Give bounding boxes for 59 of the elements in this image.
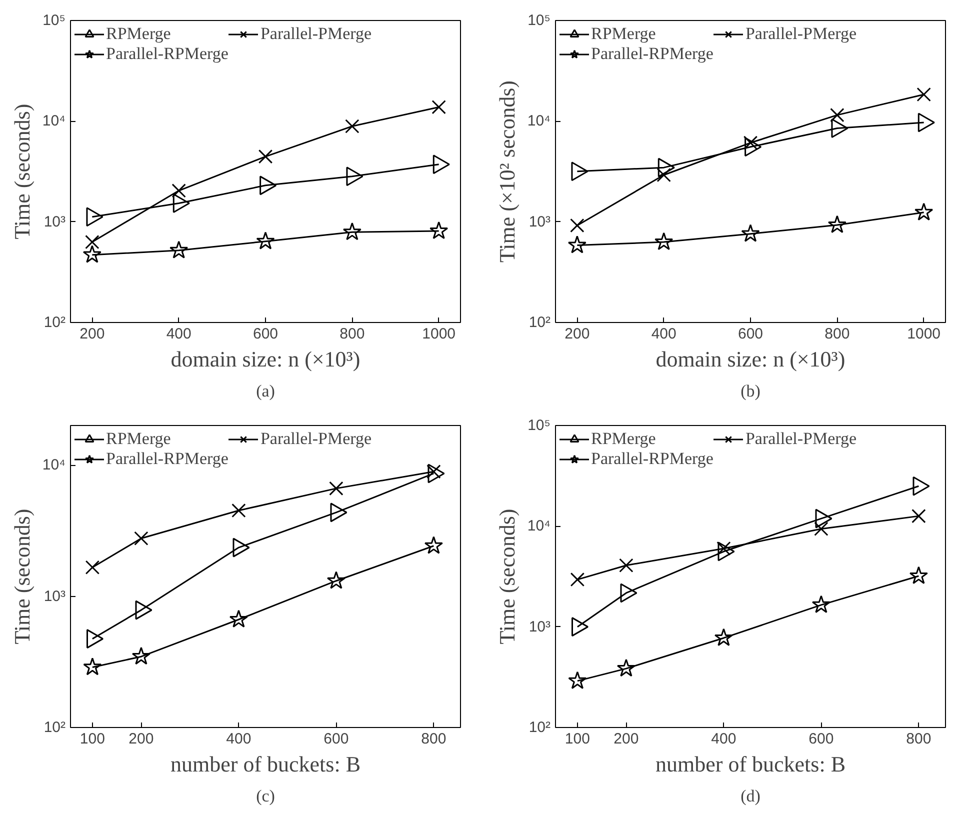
x-axis-title: domain size: n (×10³): [656, 346, 846, 372]
x-tick-label: 600: [324, 730, 349, 748]
x-tick-label: 200: [614, 730, 639, 748]
y-tick-label: 10³: [44, 588, 66, 605]
y-tick-label: 10⁵: [528, 12, 551, 29]
y-tick-label: 10²: [44, 719, 66, 736]
legend-label: Parallel-RPMerge: [591, 44, 714, 64]
y-axis-title: Time (×10² seconds): [494, 80, 520, 262]
x-tick-label: 400: [166, 326, 192, 342]
x-tick-label: 600: [738, 326, 764, 342]
x-tick-label: 800: [421, 730, 446, 748]
legend-label: Parallel-PMerge: [745, 429, 857, 449]
y-tick-label: 10³: [528, 213, 551, 230]
legend-label: RPMerge: [591, 24, 656, 44]
x-tick-label: 800: [906, 730, 932, 748]
y-tick-label: 10⁴: [527, 112, 551, 130]
y-tick-label: 10⁵: [528, 417, 551, 434]
x-tick-label: 200: [564, 326, 590, 342]
text: (d): [740, 786, 760, 806]
x-tick-label: 100: [80, 730, 105, 748]
x-tick-label: 800: [340, 326, 365, 342]
y-tick-label: 10⁵: [42, 12, 66, 29]
legend-label: Parallel-PMerge: [260, 24, 372, 44]
text: (b): [740, 382, 760, 400]
legend-label: RPMerge: [591, 429, 656, 449]
x-tick-label: 400: [651, 326, 676, 342]
x-tick-label: 200: [128, 730, 154, 748]
x-tick-label: 1000: [422, 326, 456, 342]
y-axis-title: Time (seconds): [9, 104, 34, 240]
x-tick-label: 800: [824, 326, 850, 342]
x-axis-title: number of buckets: B: [170, 752, 361, 776]
y-tick-label: 10⁴: [42, 112, 66, 130]
legend-label: RPMerge: [106, 429, 171, 449]
x-tick-label: 400: [226, 730, 252, 748]
x-tick-label: 400: [711, 730, 736, 748]
x-tick-label: 200: [80, 326, 105, 342]
x-tick-label: 1000: [907, 326, 941, 342]
x-axis-title: domain size: n (×10³): [170, 346, 360, 372]
text: (c): [256, 786, 275, 806]
y-tick-label: 10⁴: [527, 518, 551, 535]
legend-label: Parallel-RPMerge: [106, 449, 228, 469]
legend-label: Parallel-RPMerge: [591, 449, 714, 469]
x-tick-label: 600: [252, 326, 278, 342]
y-tick-label: 10³: [528, 618, 551, 636]
y-axis-title: Time (seconds): [494, 508, 520, 644]
legend-label: RPMerge: [106, 24, 171, 44]
legend-label: Parallel-RPMerge: [106, 44, 228, 64]
y-tick-label: 10²: [44, 314, 66, 331]
legend-label: Parallel-PMerge: [260, 429, 372, 449]
y-tick-label: 10⁴: [42, 456, 66, 474]
x-axis-title: number of buckets: B: [655, 752, 846, 776]
y-tick-label: 10³: [44, 213, 66, 230]
y-tick-label: 10²: [528, 314, 551, 331]
legend-label: Parallel-PMerge: [745, 24, 857, 44]
y-axis-title: Time (seconds): [9, 508, 34, 644]
text: (a): [256, 382, 275, 400]
y-tick-label: 10²: [528, 719, 551, 736]
x-tick-label: 600: [808, 730, 834, 748]
x-tick-label: 100: [564, 730, 590, 748]
